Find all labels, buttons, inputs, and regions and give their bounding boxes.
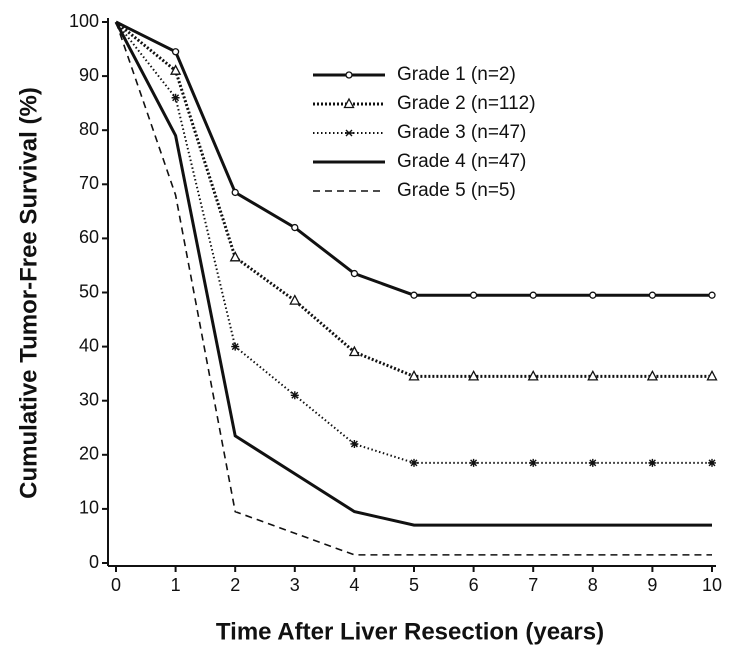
y-tick-label: 100 [69, 11, 99, 31]
marker [171, 48, 180, 56]
legend-label: Grade 4 (n=47) [397, 151, 526, 172]
marker [291, 223, 299, 232]
marker [708, 291, 716, 299]
marker [410, 458, 418, 467]
marker [588, 458, 597, 467]
marker [229, 250, 241, 262]
series-line [115, 21, 712, 464]
marker [348, 345, 360, 357]
marker [646, 369, 658, 381]
x-tick-label: 6 [469, 575, 479, 595]
x-tick-label: 3 [290, 575, 300, 595]
marker [290, 391, 299, 400]
x-tick-label: 2 [230, 575, 240, 595]
marker [350, 269, 359, 278]
marker [706, 369, 718, 381]
marker [529, 458, 538, 467]
series-line [114, 21, 712, 527]
marker [468, 369, 480, 381]
x-tick-label: 9 [647, 575, 657, 595]
marker [469, 458, 478, 467]
marker [231, 342, 240, 351]
x-tick-label: 7 [528, 575, 538, 595]
marker [350, 439, 359, 448]
y-tick-label: 80 [79, 119, 99, 139]
legend-label: Grade 3 (n=47) [397, 122, 526, 143]
x-tick-label: 5 [409, 575, 419, 595]
x-tick-label: 8 [588, 575, 598, 595]
marker [469, 291, 478, 299]
y-tick-label: 90 [79, 65, 99, 85]
marker [410, 291, 418, 299]
x-tick-label: 1 [171, 575, 181, 595]
marker [231, 188, 239, 197]
y-tick-label: 10 [79, 498, 99, 518]
x-tick-label: 0 [111, 575, 121, 595]
legend-marker [345, 71, 353, 79]
marker [289, 294, 301, 305]
marker [408, 369, 420, 381]
y-tick-label: 20 [79, 444, 99, 464]
marker [708, 458, 716, 467]
marker [648, 291, 657, 299]
series-line [115, 21, 712, 556]
marker [171, 93, 180, 102]
legend-marker [343, 97, 355, 109]
x-tick-label: 4 [349, 575, 359, 595]
y-axis-title: Cumulative Tumor-Free Survival (%) [15, 87, 42, 499]
y-tick-label: 70 [79, 173, 99, 193]
x-tick-label: 10 [702, 575, 722, 595]
y-tick-label: 40 [79, 335, 99, 355]
legend-label: Grade 2 (n=112) [397, 93, 536, 114]
y-tick-label: 30 [79, 389, 99, 409]
x-axis-title: Time After Liver Resection (years) [216, 618, 604, 645]
legend-label: Grade 5 (n=5) [397, 180, 516, 201]
y-tick-label: 60 [79, 227, 99, 247]
y-tick-label: 0 [89, 552, 99, 572]
marker [527, 369, 539, 381]
marker [589, 291, 597, 299]
marker [529, 291, 537, 299]
marker [648, 458, 657, 467]
marker [587, 369, 599, 381]
legend-marker [345, 129, 353, 137]
y-tick-label: 50 [79, 281, 99, 301]
legend-label: Grade 1 (n=2) [397, 64, 516, 85]
marker [170, 64, 182, 75]
